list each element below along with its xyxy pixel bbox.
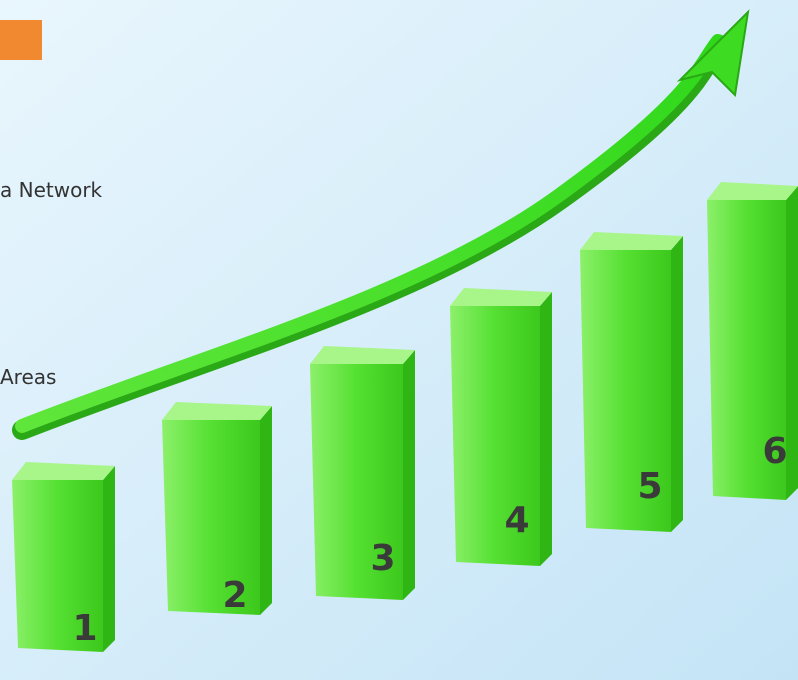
bar-front (580, 250, 671, 532)
arrow-head (676, 9, 750, 98)
growth-arrow (12, 9, 750, 440)
bar-top (12, 462, 115, 480)
bar-front (450, 306, 540, 566)
bar-top (162, 402, 272, 420)
bar-front (12, 480, 103, 652)
side-text: Areas (0, 365, 56, 389)
bars: 1 2 3 4 5 6 (12, 182, 798, 652)
bar-front (310, 364, 403, 600)
bar-label: 2 (222, 575, 247, 616)
side-text: a Network (0, 178, 103, 202)
bar-top (707, 182, 798, 200)
bar-label: 5 (637, 466, 662, 507)
bar-side (540, 292, 552, 566)
bar-top (580, 232, 683, 250)
bar-label: 1 (72, 608, 97, 649)
bar-top (450, 288, 552, 306)
bar-label: 4 (504, 500, 529, 541)
bar-side (786, 186, 798, 500)
bar-side (260, 406, 272, 615)
bar-side (403, 350, 415, 600)
bar-side (103, 466, 115, 652)
bar-front (707, 200, 786, 500)
bar-front (162, 420, 260, 615)
arrow-shaft (15, 34, 725, 433)
bar-label: 6 (762, 431, 787, 472)
bar-side (671, 236, 683, 532)
bar-label: 3 (370, 538, 395, 579)
bar-top (310, 346, 415, 364)
orange-block (0, 20, 42, 60)
